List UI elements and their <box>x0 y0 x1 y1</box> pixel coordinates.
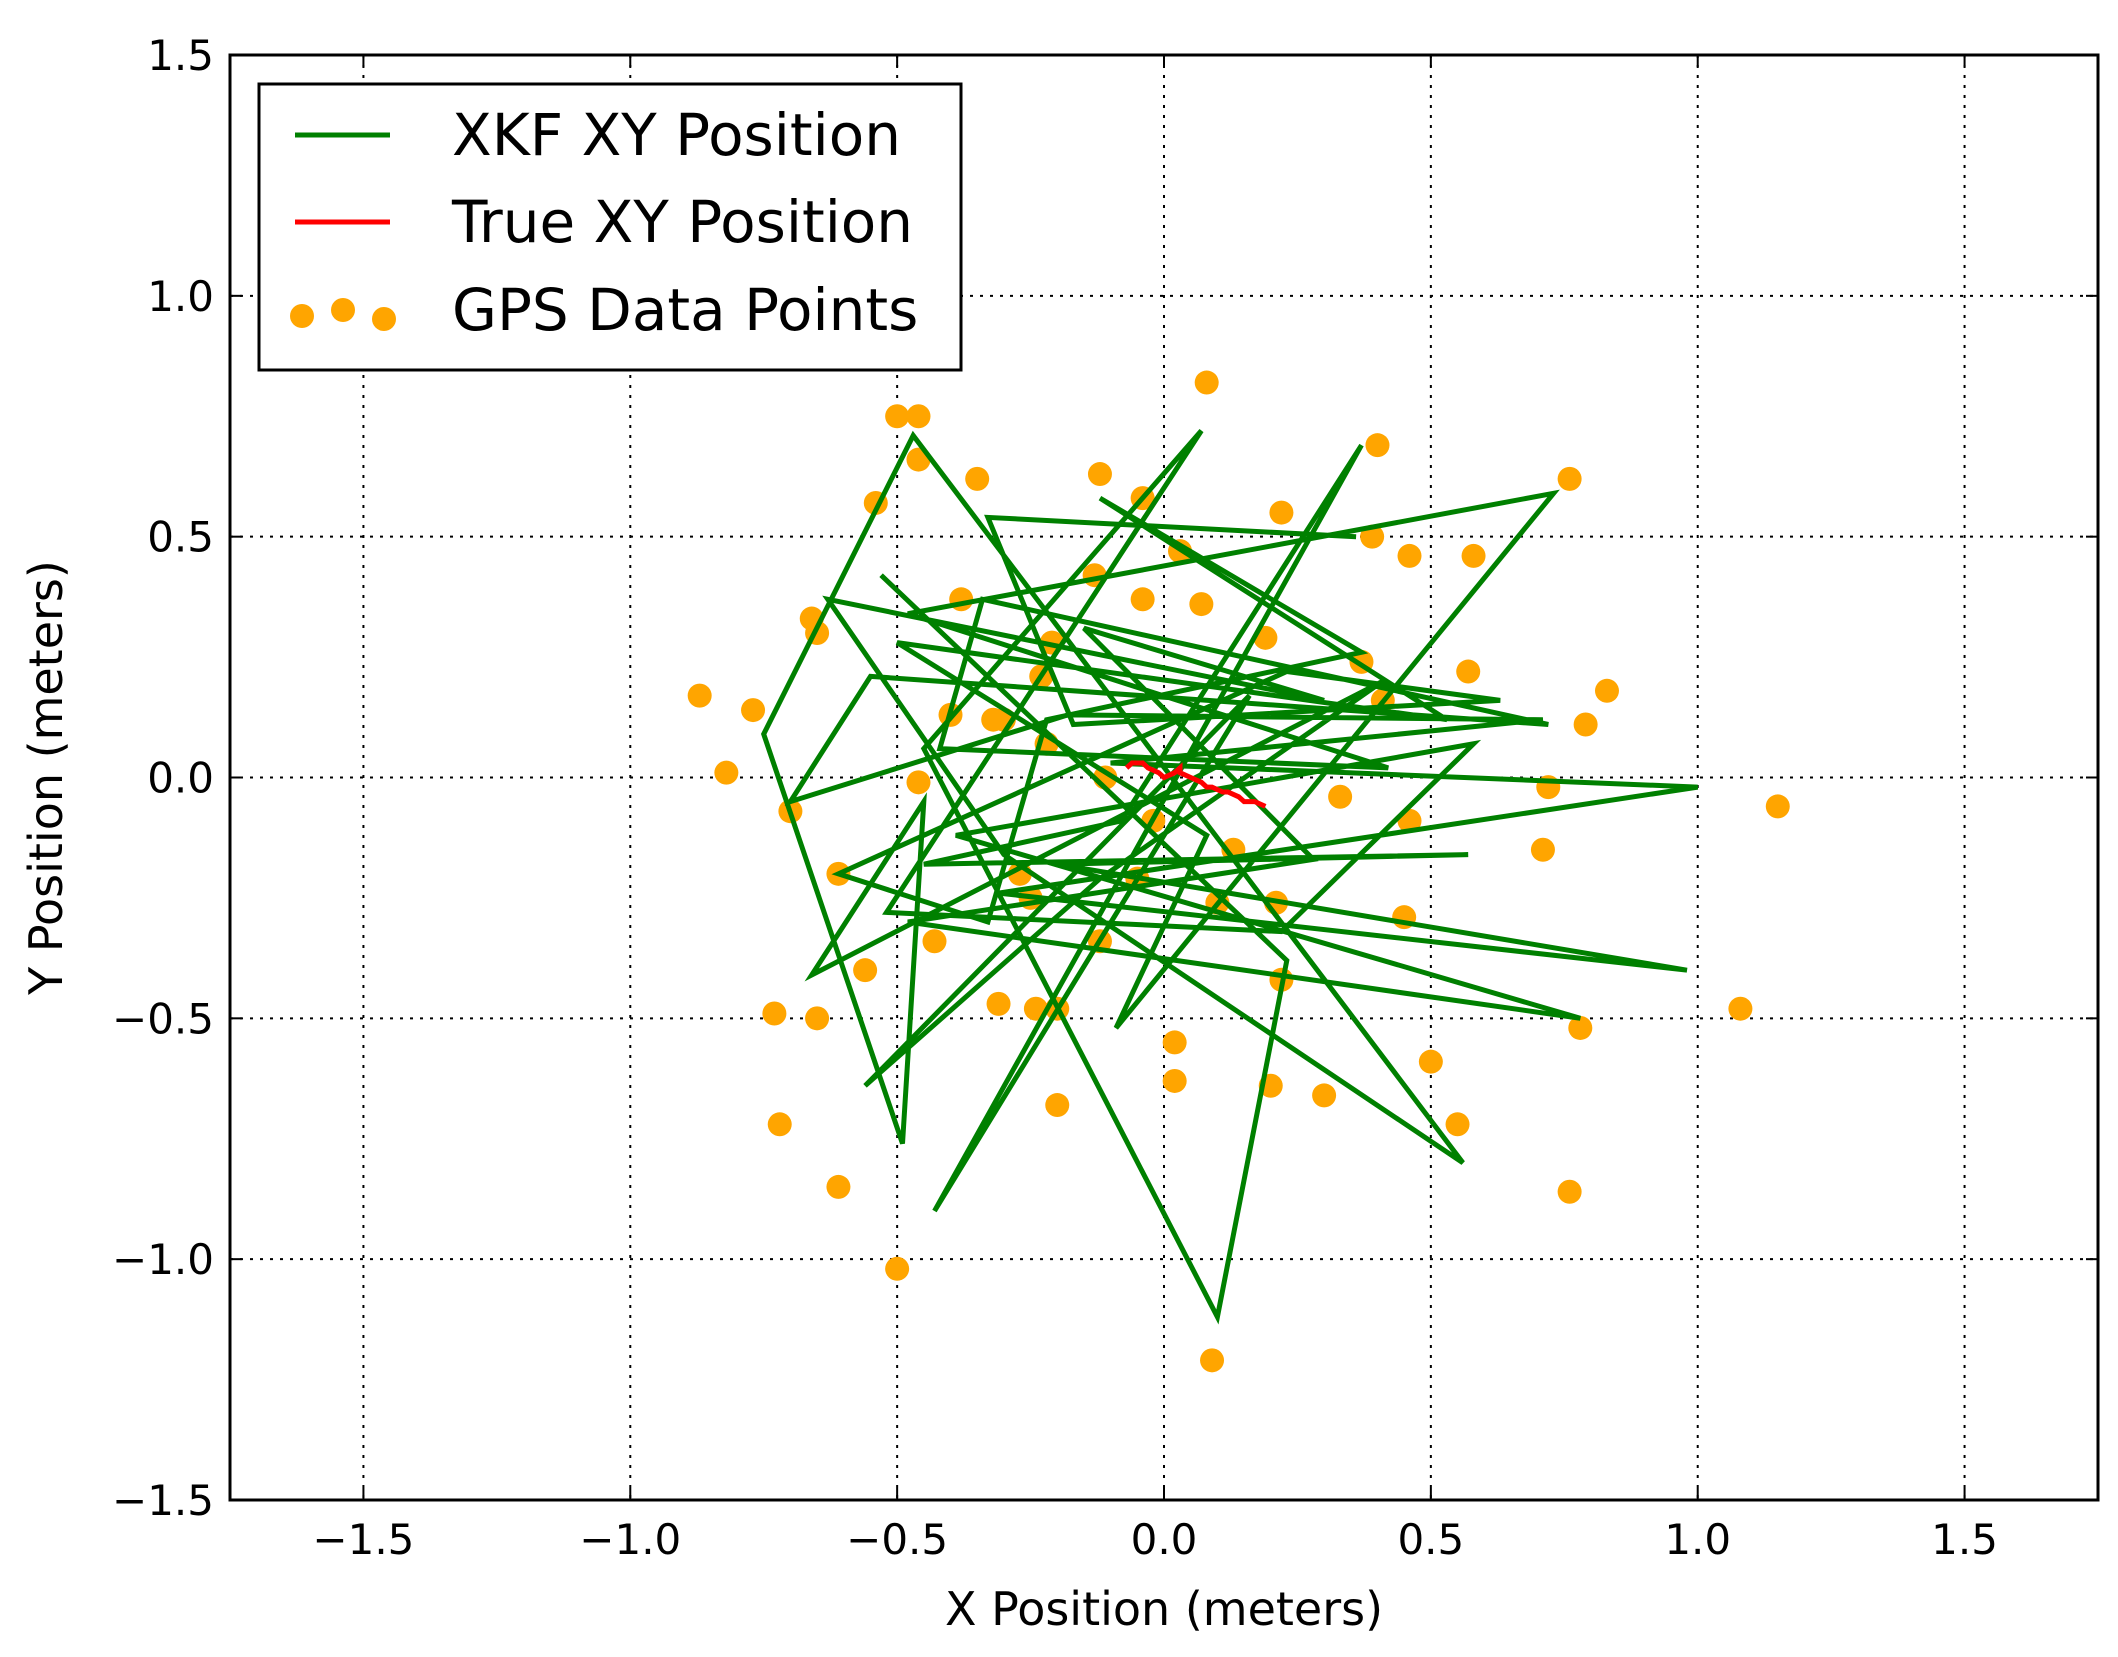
x-tick-label: 1.5 <box>1931 1515 1998 1564</box>
gps-data-point <box>805 1006 830 1031</box>
x-axis-label: X Position (meters) <box>945 1582 1383 1636</box>
legend-label-true: True XY Position <box>451 188 913 256</box>
y-tick-label: 0.0 <box>147 754 214 803</box>
x-tick-label: 1.0 <box>1664 1515 1731 1564</box>
legend-gps-dot <box>290 304 314 328</box>
gps-data-point <box>906 770 931 795</box>
gps-data-point <box>1557 1179 1582 1204</box>
gps-data-point <box>687 683 712 708</box>
xkf-position-line <box>760 429 1699 1325</box>
gps-data-point <box>1269 500 1294 525</box>
legend-label-xkf: XKF XY Position <box>452 101 901 169</box>
gps-data-point <box>1418 1049 1443 1074</box>
x-tick-label: 0.0 <box>1131 1515 1198 1564</box>
gps-data-point <box>767 1112 792 1137</box>
plot-area <box>687 370 1790 1373</box>
gps-data-point <box>1456 659 1481 684</box>
y-tick-label: 0.5 <box>147 513 214 562</box>
gps-data-point <box>1568 1015 1593 1040</box>
gps-data-point <box>1162 1030 1187 1055</box>
legend-gps-dot <box>331 298 355 322</box>
legend-swatch-gps <box>290 298 396 331</box>
gps-data-point <box>762 1001 787 1026</box>
gps-data-point <box>714 760 739 785</box>
gps-data-point <box>885 1256 910 1281</box>
gps-data-point <box>906 404 931 429</box>
gps-data-point <box>885 404 910 429</box>
gps-data-point <box>965 466 990 491</box>
gps-data-point <box>1162 1068 1187 1093</box>
gps-data-point <box>741 698 766 723</box>
x-tick-label: −0.5 <box>846 1515 948 1564</box>
gps-data-point <box>1557 466 1582 491</box>
ticks: −1.5 −1.0 −0.5 0.0 0.5 1.0 1.5 −1.5 −1.0 −0.5 0.0 0… <box>112 31 2098 1564</box>
legend-gps-dot <box>372 307 396 331</box>
gps-data-point <box>1087 462 1112 487</box>
x-tick-label: −1.5 <box>312 1515 414 1564</box>
gps-data-point <box>1530 837 1555 862</box>
gps-data-point <box>1045 1093 1070 1118</box>
x-tick-label: −1.0 <box>579 1515 681 1564</box>
gps-data-point <box>1365 433 1390 458</box>
gps-data-point <box>1461 543 1486 568</box>
gps-data-point <box>1312 1083 1337 1108</box>
gps-data-point <box>1594 678 1619 703</box>
y-tick-label: 1.0 <box>147 272 214 321</box>
gps-data-point <box>1573 712 1598 737</box>
gps-data-point <box>1397 543 1422 568</box>
y-tick-label: 1.5 <box>147 31 214 80</box>
gps-data-point <box>1189 592 1214 617</box>
gps-data-point <box>1765 794 1790 819</box>
gps-data-point <box>1130 587 1155 612</box>
legend: XKF XY Position True XY Position GPS Dat… <box>257 82 963 372</box>
gps-data-point <box>1194 370 1219 395</box>
true-position-line <box>1124 760 1267 809</box>
gps-data-point <box>1328 784 1353 809</box>
legend-label-gps: GPS Data Points <box>452 276 918 344</box>
y-tick-label: −1.0 <box>112 1235 214 1284</box>
x-tick-label: 0.5 <box>1397 1515 1464 1564</box>
y-tick-label: −0.5 <box>112 994 214 1043</box>
y-tick-label: −1.5 <box>112 1476 214 1525</box>
gps-data-point <box>853 958 878 983</box>
gps-data-point <box>1445 1112 1470 1137</box>
y-axis-label: Y Position (meters) <box>19 560 73 996</box>
gps-data-point <box>922 929 947 954</box>
gps-data-point <box>1200 1348 1225 1373</box>
gps-data-point <box>826 1174 851 1199</box>
gps-data-point <box>986 991 1011 1016</box>
gps-data-point <box>1728 996 1753 1021</box>
